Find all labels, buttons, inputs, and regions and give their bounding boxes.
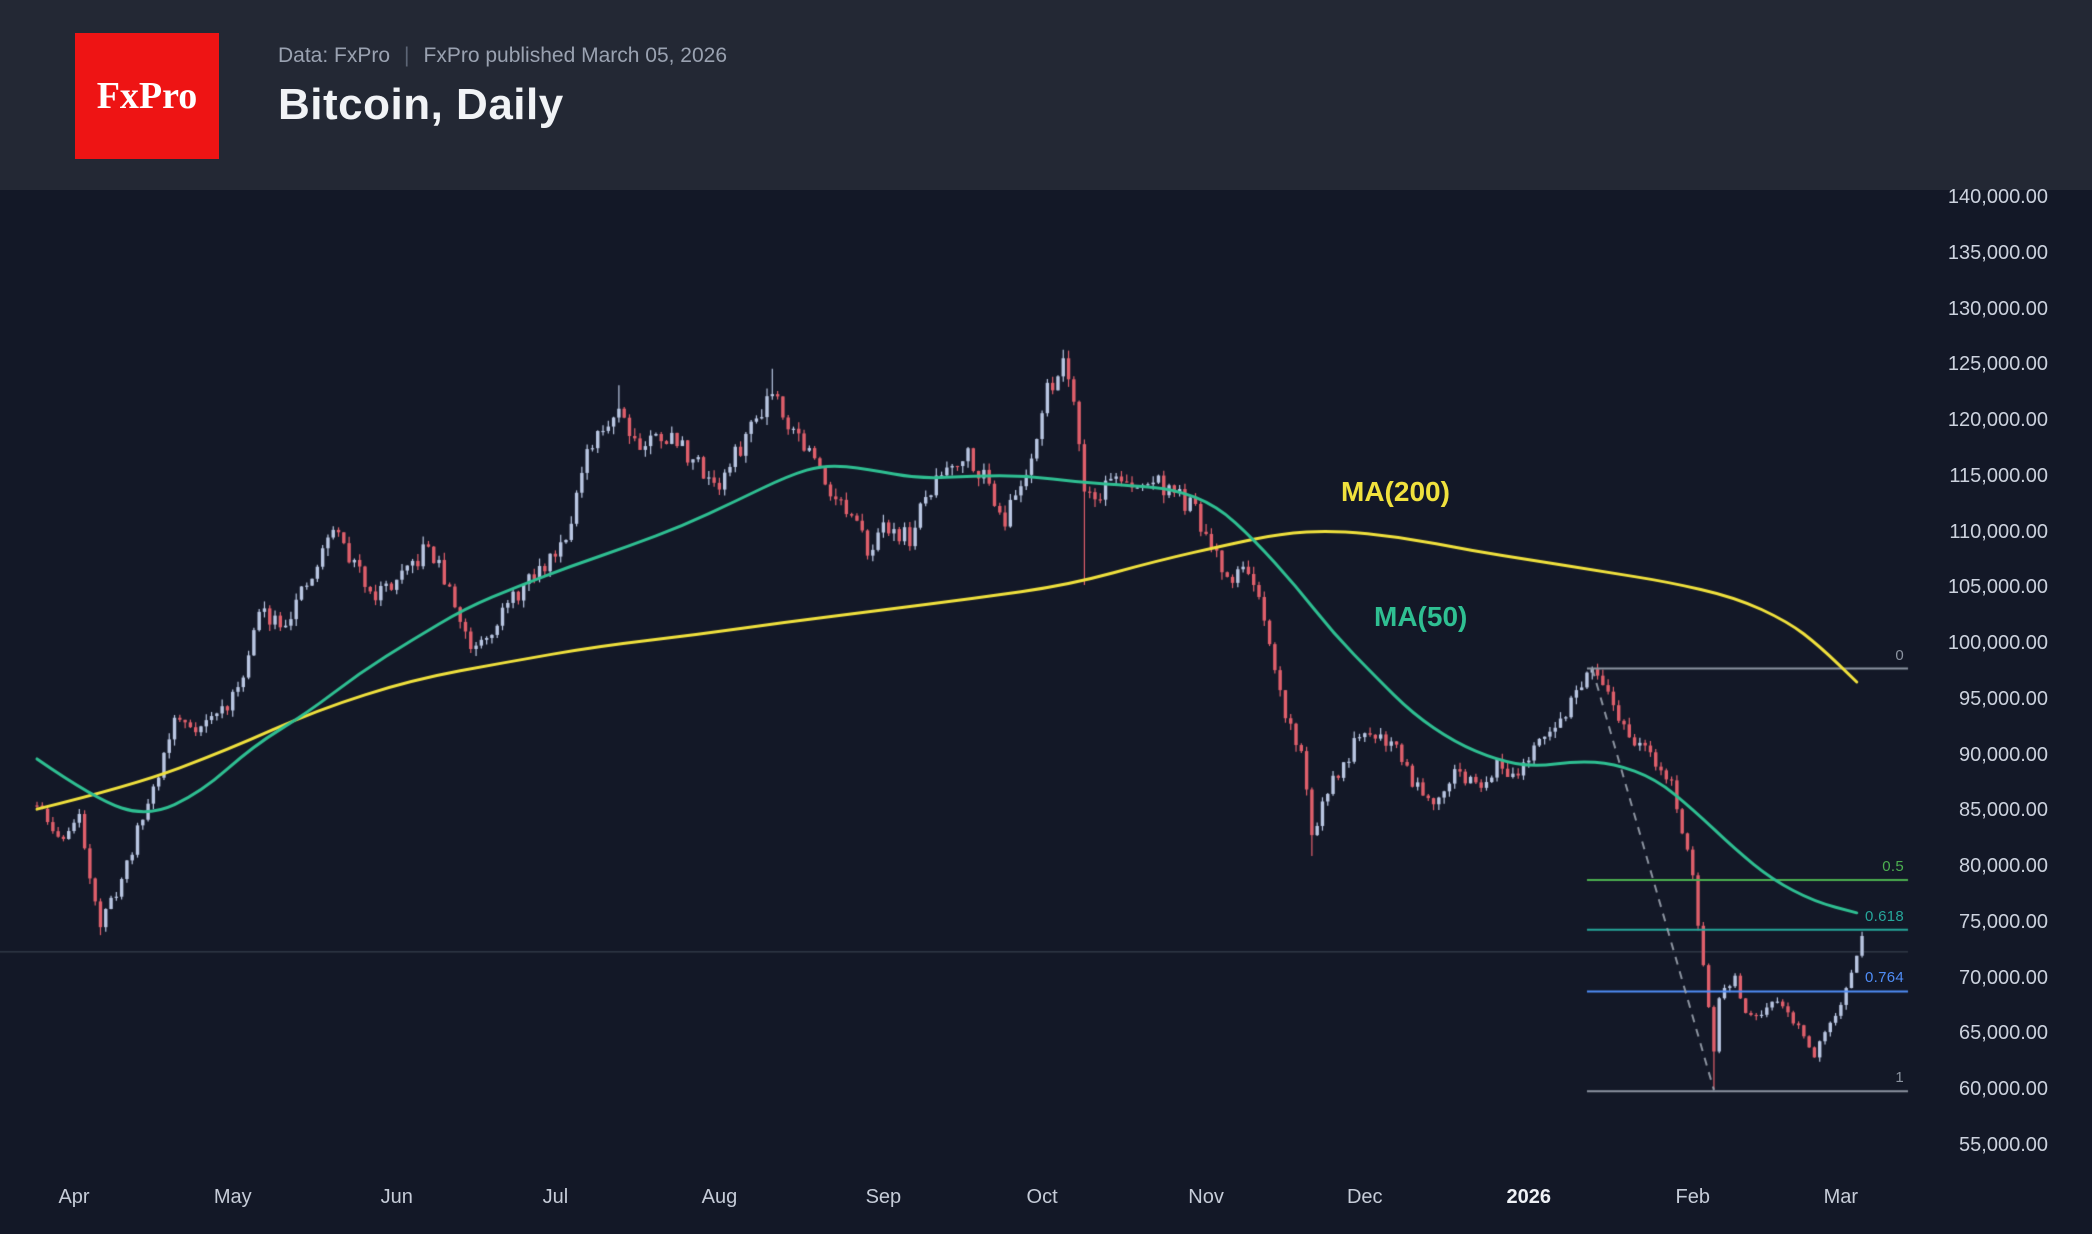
ma50-label: MA(50) (1374, 601, 1468, 632)
price-tick-label: 135,000.00 (1947, 241, 2048, 264)
separator: | (404, 44, 410, 67)
header: FxPro Data: FxPro | FxPro published Marc… (0, 0, 2092, 190)
price-tick-label: 100,000.00 (1947, 632, 2048, 655)
month-tick-label: Jul (542, 1186, 569, 1208)
month-tick-label: Aug (701, 1186, 738, 1208)
fib-level-label-0.5: 0.5 (1882, 857, 1904, 875)
price-tick-label: 95,000.00 (1959, 687, 2048, 710)
fib-level-label-0.618: 0.618 (1864, 907, 1904, 925)
month-tick-label: 2026 (1506, 1186, 1552, 1208)
fib-level-label-0.764: 0.764 (1864, 969, 1904, 987)
price-tick-label: 60,000.00 (1959, 1078, 2048, 1101)
candlestick-chart-canvas[interactable] (0, 190, 2092, 1234)
price-tick-label: 115,000.00 (1949, 464, 2048, 487)
fxpro-logo-text: FxPro (96, 75, 198, 117)
price-tick-label: 120,000.00 (1947, 409, 2048, 432)
source-line: Data: FxPro | FxPro published March 05, … (278, 44, 727, 68)
price-tick-label: 85,000.00 (1959, 799, 2048, 822)
header-titles: Data: FxPro | FxPro published March 05, … (278, 44, 727, 130)
chart-area: 140,000.00 135,000.00 130,000.00 125,000.00… (0, 186, 2092, 1234)
month-tick-label: Apr (58, 1186, 90, 1208)
price-tick-label: 80,000.00 (1959, 855, 2048, 878)
month-tick-label: Mar (1823, 1186, 1859, 1208)
fib-level-label-1: 1 (1895, 1069, 1904, 1087)
fib-level-label-0: 0 (1895, 646, 1904, 664)
price-tick-label: 110,000.00 (1949, 520, 2048, 543)
price-tick-label: 125,000.00 (1947, 353, 2048, 376)
price-tick-label: 65,000.00 (1959, 1022, 2048, 1045)
ma200-label: MA(200) (1341, 476, 1450, 507)
fxpro-logo: FxPro (75, 33, 219, 159)
month-tick-label: Oct (1026, 1186, 1058, 1208)
price-tick-label: 75,000.00 (1959, 910, 2048, 933)
published-label: FxPro published March 05, 2026 (423, 44, 728, 67)
price-tick-label: 140,000.00 (1947, 186, 2048, 208)
data-source-label: Data: FxPro (278, 44, 391, 67)
month-tick-label: May (213, 1186, 252, 1208)
page-title: Bitcoin, Daily (278, 80, 564, 129)
price-tick-label: 130,000.00 (1947, 297, 2048, 320)
month-tick-label: Feb (1675, 1186, 1710, 1208)
month-tick-label: Dec (1346, 1186, 1383, 1208)
month-tick-label: Jun (380, 1186, 413, 1208)
month-tick-label: Sep (865, 1186, 902, 1208)
price-tick-label: 55,000.00 (1959, 1133, 2048, 1156)
price-tick-label: 70,000.00 (1959, 966, 2048, 989)
price-tick-label: 105,000.00 (1947, 576, 2048, 599)
month-tick-label: Nov (1188, 1186, 1224, 1208)
price-tick-label: 90,000.00 (1959, 743, 2048, 766)
